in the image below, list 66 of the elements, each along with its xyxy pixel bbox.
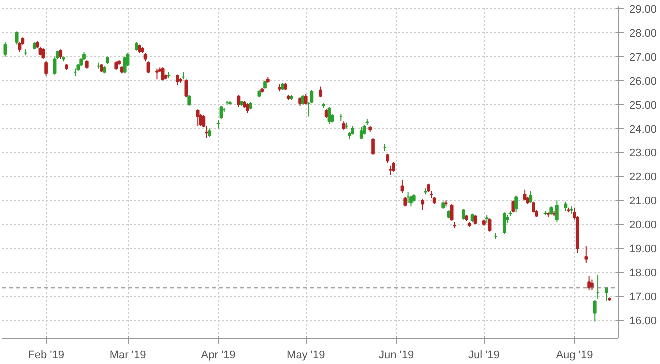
candlestick xyxy=(246,103,250,114)
x-tick-label: Aug '19 xyxy=(556,350,594,362)
x-tick-label: Apr '19 xyxy=(201,350,236,362)
y-tick-label: 23.00 xyxy=(630,148,658,160)
candlestick xyxy=(392,162,396,172)
candlestick xyxy=(523,189,527,202)
candlestick xyxy=(44,61,48,77)
candlestick xyxy=(319,86,322,98)
candlestick xyxy=(588,276,591,292)
x-tick-label: Jul '19 xyxy=(468,350,500,362)
candlestick xyxy=(59,49,63,60)
candlestick xyxy=(593,300,597,322)
candlestick xyxy=(605,288,608,302)
candlestick xyxy=(450,204,454,222)
candlestick xyxy=(474,214,478,226)
candlestick xyxy=(404,196,408,208)
candlestick xyxy=(502,212,506,235)
x-tick-label: Mar '19 xyxy=(110,350,146,362)
candlestick xyxy=(15,31,19,46)
y-tick-label: 25.00 xyxy=(630,100,658,112)
candlestick xyxy=(360,127,364,140)
y-tick-label: 19.00 xyxy=(630,244,658,256)
y-tick-label: 20.00 xyxy=(630,220,658,232)
candlestick xyxy=(462,208,466,220)
candlestick xyxy=(584,246,588,264)
candlestick xyxy=(512,200,516,214)
y-tick-label: 27.00 xyxy=(630,52,658,64)
candlestick xyxy=(529,190,533,204)
candlestick xyxy=(146,61,150,74)
candlestick xyxy=(532,201,536,214)
candlestick xyxy=(156,68,159,80)
y-tick-label: 29.00 xyxy=(630,4,658,16)
candlestick xyxy=(18,42,22,53)
y-tick-label: 18.00 xyxy=(630,268,658,280)
y-tick-label: 17.00 xyxy=(630,292,658,304)
candlestick xyxy=(302,94,305,106)
candlestick xyxy=(421,198,425,211)
candlestick xyxy=(196,109,200,127)
candlestick xyxy=(123,56,127,74)
candlestick xyxy=(42,48,46,60)
candlestick xyxy=(161,67,165,82)
x-tick-label: May '19 xyxy=(287,350,326,362)
candlestick xyxy=(4,42,8,58)
candlestick xyxy=(188,94,192,106)
candlestick xyxy=(514,195,518,214)
candlestick xyxy=(184,79,188,98)
candlestick xyxy=(488,218,492,232)
candlestick xyxy=(556,200,559,223)
candlestick xyxy=(362,124,366,136)
y-tick-label: 28.00 xyxy=(630,28,658,40)
candlestick xyxy=(410,195,413,208)
y-tick-label: 22.00 xyxy=(630,172,658,184)
x-tick-label: Feb '19 xyxy=(28,350,64,362)
candlestick xyxy=(220,105,224,120)
candlestick xyxy=(564,201,568,212)
candlestick xyxy=(176,74,180,86)
y-tick-label: 21.00 xyxy=(630,196,658,208)
y-tick-label: 16.00 xyxy=(630,316,658,328)
x-tick-label: Jun '19 xyxy=(379,350,414,362)
candlestick xyxy=(199,114,203,127)
candlestick xyxy=(386,153,390,164)
y-tick-label: 24.00 xyxy=(630,124,658,136)
candlestick xyxy=(372,138,375,156)
candlestick xyxy=(400,180,404,194)
candlestick xyxy=(304,93,308,106)
y-tick-label: 26.00 xyxy=(630,76,658,88)
